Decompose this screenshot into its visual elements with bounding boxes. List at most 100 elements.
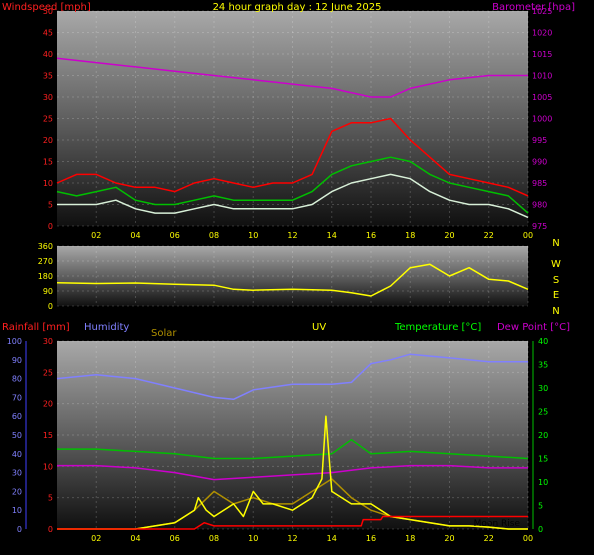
y-tick-label-humidity: 30 [12,469,22,478]
y-tick-label-windspeed: 5 [48,201,53,210]
conditions-plot-area [57,341,528,529]
x-tick-label: 16 [366,231,376,240]
y-tick-label-direction: 0 [48,302,53,311]
y-tick-label-humidity: 70 [12,393,22,402]
y-tick-label-barometer: 1025 [532,7,552,16]
series-line-dew-point [57,464,528,481]
y-tick-label-direction: 270 [38,257,53,266]
y-tick-label-humidity: 50 [12,431,22,440]
y-tick-label-rainfall: 20 [43,400,53,409]
y-tick-label-direction: 90 [43,287,53,296]
x-tick-label: 18 [405,534,415,543]
x-tick-label: 16 [366,534,376,543]
x-tick-label: 02 [91,231,101,240]
y-tick-label-humidity: 60 [12,412,22,421]
y-tick-label-windspeed: 20 [43,136,53,145]
y-tick-label-rainfall: 0 [48,525,53,534]
y-tick-label-barometer: 995 [532,136,547,145]
y-tick-label-humidity: 90 [12,356,22,365]
y-tick-label-windspeed: 25 [43,115,53,124]
y-tick-label-windspeed: 10 [43,179,53,188]
y-tick-label-humidity: 40 [12,450,22,459]
y-tick-label-barometer: 975 [532,222,547,231]
y-tick-label-rainfall: 5 [48,494,53,503]
compass-label: E [553,290,559,301]
series-line-temperature [57,438,529,460]
x-tick-label: 14 [327,534,337,543]
y-tick-label-direction: 180 [38,272,53,281]
y-tick-label-barometer: 985 [532,179,547,188]
windspeed-plot-area [57,11,528,226]
uv-label: UV [312,322,326,333]
x-tick-label: 12 [287,534,297,543]
windspeed-axis-label: Windspeed [mph] [2,2,91,13]
x-tick-label: 06 [170,231,180,240]
y-tick-label-temperature: 20 [538,431,548,440]
temperature-label: Temperature [°C] [394,322,481,333]
solar-label: Solar [151,328,177,339]
y-tick-label-temperature: 40 [538,337,548,346]
x-tick-label: 22 [484,534,494,543]
windspeed-gridlines [57,10,529,227]
barometer-axis-label: Barometer [hpa] [492,2,575,13]
rainfall-label: Rainfall [mm] [2,322,70,333]
y-tick-label-windspeed: 40 [43,50,53,59]
x-tick-label: 20 [444,534,454,543]
y-tick-label-barometer: 1005 [532,93,552,102]
conditions-tick-labels: 02 04 06 08 10 12 14 16 18 20 22 000510152025300102… [7,337,548,543]
x-tick-label: 04 [130,231,140,240]
weather-conditions-panel: 02 04 06 08 10 12 14 16 18 20 22 000510152025300102… [2,322,570,543]
series-line-barometer [56,57,528,98]
y-tick-label-windspeed: 0 [48,222,53,231]
x-tick-label: 06 [170,534,180,543]
x-tick-label: 00 [523,231,533,240]
wind-direction-series [56,263,529,297]
x-tick-label: 12 [287,231,297,240]
x-tick-label: 10 [248,534,258,543]
series-line-wind-direction [56,263,529,297]
y-tick-label-temperature: 25 [538,408,548,417]
y-tick-label-barometer: 1010 [532,72,552,81]
humidity-label: Humidity [84,322,129,333]
x-tick-label: 14 [327,231,337,240]
y-tick-label-barometer: 1000 [532,115,552,124]
x-tick-label: 22 [484,231,494,240]
y-tick-label-temperature: 5 [538,502,543,511]
x-tick-label: 02 [91,534,101,543]
x-tick-label: 00 [523,534,533,543]
dewpoint-label: Dew Point [°C] [497,322,570,333]
compass-label: S [553,275,559,286]
y-tick-label-rainfall: 15 [43,431,53,440]
y-tick-label-humidity: 0 [17,525,22,534]
y-tick-label-temperature: 10 [538,478,548,487]
series-line-windspeed-avg-10-min [56,156,529,214]
compass-label: W [551,259,561,270]
y-tick-label-barometer: 1020 [532,29,552,38]
y-tick-label-humidity: 100 [7,337,22,346]
x-tick-label: 18 [405,231,415,240]
x-tick-label: 10 [248,231,258,240]
y-tick-label-barometer: 990 [532,158,547,167]
y-tick-label-temperature: 35 [538,361,548,370]
chart-title: 24 hour graph day : 12 June 2025 [213,2,382,13]
compass-label: N [552,306,559,317]
y-tick-label-humidity: 10 [12,506,22,515]
y-tick-label-humidity: 20 [12,487,22,496]
x-tick-label: 04 [130,534,140,543]
moonrise-label: Moon Rise [474,519,521,529]
y-tick-label-rainfall: 10 [43,462,53,471]
y-tick-label-temperature: 30 [538,384,548,393]
conditions-series [56,353,529,530]
series-line-windspeed-avg [57,173,529,219]
series-line-uv [57,415,528,530]
windspeed-barometer-panel: 02 04 06 08 10 12 14 16 18 20 22 000510152025303540… [2,2,575,240]
windspeed-series [56,57,529,219]
y-tick-label-windspeed: 50 [43,7,53,16]
y-tick-label-temperature: 15 [538,455,548,464]
y-tick-label-windspeed: 30 [43,93,53,102]
wind-direction-tick-labels: 0 90 180 270 360 [38,242,53,311]
series-line-humidity [56,353,528,401]
